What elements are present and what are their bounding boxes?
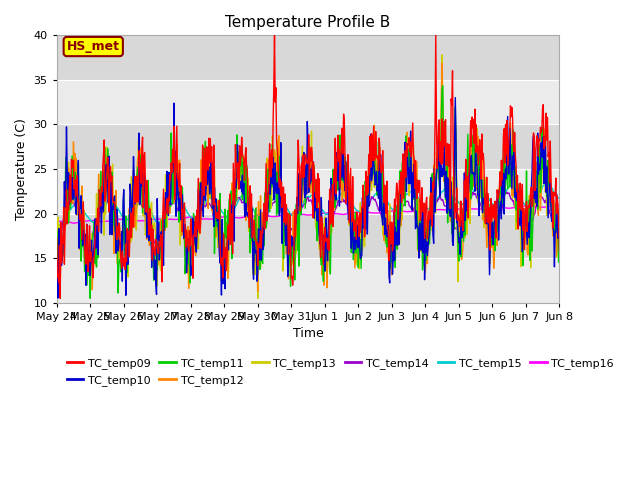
TC_temp14 [349, 226, 357, 231]
TC_temp14 [399, 203, 407, 209]
TC_temp13 [438, 52, 446, 58]
Line: TC_temp14: TC_temp14 [57, 192, 559, 244]
TC_temp12 [254, 288, 262, 294]
TC_temp10 [349, 250, 357, 256]
TC_temp13 [254, 295, 262, 301]
TC_temp11 [86, 295, 94, 301]
TC_temp15 [349, 203, 357, 208]
TC_temp16 [399, 208, 407, 214]
Line: TC_temp11: TC_temp11 [57, 86, 559, 298]
TC_temp15 [53, 222, 61, 228]
Title: Temperature Profile B: Temperature Profile B [225, 15, 390, 30]
TC_temp11 [556, 226, 563, 232]
TC_temp14 [301, 201, 308, 207]
TC_temp10 [54, 295, 62, 301]
TC_temp16 [53, 218, 61, 224]
Line: TC_temp12: TC_temp12 [57, 63, 559, 291]
TC_temp16 [510, 205, 518, 211]
Bar [57, 80, 559, 124]
TC_temp14 [511, 204, 518, 209]
Legend: TC_temp09, TC_temp10, TC_temp11, TC_temp12, TC_temp13, TC_temp14, TC_temp15, TC_: TC_temp09, TC_temp10, TC_temp11, TC_temp… [62, 354, 618, 390]
TC_temp09 [350, 228, 358, 234]
TC_temp15 [54, 223, 62, 229]
TC_temp13 [301, 165, 308, 171]
TC_temp16 [556, 203, 563, 208]
TC_temp13 [511, 184, 518, 190]
TC_temp12 [53, 259, 61, 264]
TC_temp09 [511, 130, 518, 135]
TC_temp09 [186, 228, 193, 234]
Line: TC_temp10: TC_temp10 [57, 97, 559, 298]
TC_temp11 [511, 192, 518, 197]
TC_temp15 [186, 212, 193, 218]
TC_temp15 [544, 181, 552, 187]
TC_temp12 [511, 163, 518, 168]
TC_temp10 [399, 178, 407, 184]
TC_temp13 [399, 184, 407, 190]
TC_temp16 [301, 212, 308, 217]
Bar [57, 214, 559, 258]
TC_temp14 [186, 230, 193, 236]
TC_temp14 [556, 227, 563, 232]
TC_temp15 [164, 207, 172, 213]
Bar [57, 258, 559, 303]
Line: TC_temp09: TC_temp09 [57, 36, 559, 298]
TC_temp12 [349, 228, 357, 234]
TC_temp10 [556, 228, 563, 233]
TC_temp15 [556, 195, 563, 201]
TC_temp09 [164, 211, 172, 216]
TC_temp09 [301, 152, 309, 157]
Bar [57, 124, 559, 169]
Y-axis label: Temperature (C): Temperature (C) [15, 118, 28, 220]
TC_temp09 [271, 33, 278, 38]
TC_temp14 [164, 207, 172, 213]
TC_temp13 [556, 229, 563, 235]
TC_temp15 [301, 197, 308, 203]
TC_temp10 [186, 235, 193, 241]
TC_temp09 [400, 195, 408, 201]
X-axis label: Time: Time [292, 327, 323, 340]
TC_temp12 [163, 204, 171, 210]
TC_temp11 [439, 83, 447, 89]
TC_temp11 [301, 169, 308, 175]
TC_temp16 [186, 214, 193, 220]
Line: TC_temp13: TC_temp13 [57, 55, 559, 298]
TC_temp11 [349, 257, 357, 263]
TC_temp10 [301, 192, 308, 197]
TC_temp12 [399, 177, 407, 182]
TC_temp14 [153, 241, 161, 247]
TC_temp09 [53, 235, 61, 241]
Text: HS_met: HS_met [67, 40, 120, 53]
TC_temp14 [502, 189, 509, 195]
TC_temp16 [349, 210, 357, 216]
TC_temp13 [53, 252, 61, 258]
TC_temp13 [163, 224, 171, 230]
TC_temp12 [438, 60, 446, 66]
TC_temp14 [53, 237, 61, 242]
TC_temp11 [53, 228, 61, 234]
TC_temp10 [164, 203, 172, 208]
TC_temp09 [56, 295, 64, 301]
TC_temp10 [53, 267, 61, 273]
TC_temp10 [451, 95, 459, 100]
TC_temp12 [185, 286, 193, 291]
TC_temp15 [399, 198, 407, 204]
TC_temp16 [70, 220, 78, 226]
Bar [57, 169, 559, 214]
TC_temp11 [399, 174, 407, 180]
TC_temp09 [556, 248, 563, 253]
Bar [57, 36, 559, 80]
TC_temp12 [301, 181, 308, 187]
TC_temp11 [186, 262, 193, 268]
TC_temp15 [510, 182, 518, 188]
TC_temp16 [164, 216, 172, 222]
TC_temp13 [349, 242, 357, 248]
TC_temp13 [185, 261, 193, 266]
Line: TC_temp15: TC_temp15 [57, 184, 559, 226]
TC_temp12 [556, 228, 563, 234]
TC_temp11 [164, 179, 172, 184]
Line: TC_temp16: TC_temp16 [57, 205, 559, 223]
TC_temp10 [511, 194, 518, 200]
